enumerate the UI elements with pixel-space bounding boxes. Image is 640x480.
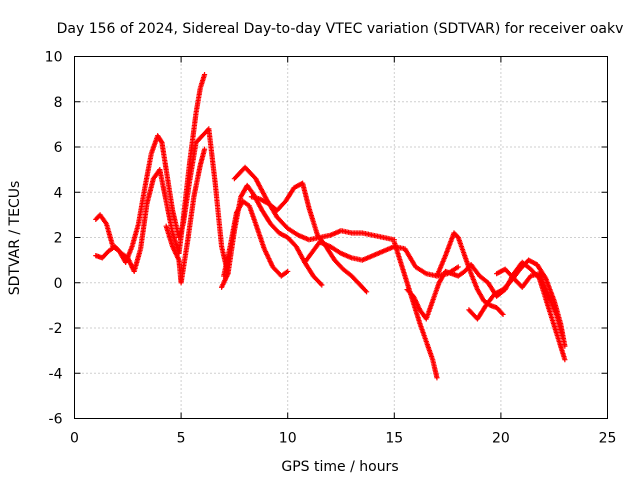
grid [74,56,608,419]
data-point [201,146,208,152]
x-tick-label: 25 [599,431,617,447]
data-point [362,288,369,294]
y-axis-label: SDTVAR / TECUs [7,181,23,296]
x-tick-label: 5 [177,431,186,447]
series-track-11 [434,230,506,318]
data-point [500,311,506,318]
data-point [562,357,568,363]
x-tick-label: 20 [492,431,510,447]
series-track-2 [93,72,208,275]
data-point [434,375,440,381]
y-tick-label: 4 [54,185,63,201]
x-tick-label: 0 [70,431,79,447]
plot-frame [74,56,608,419]
series-track-9 [391,239,440,381]
x-tick-label: 10 [279,431,297,447]
x-axis-label: GPS time / hours [281,459,398,475]
data-point [318,281,324,287]
series-track-5 [219,182,325,290]
data-point [455,264,461,270]
data-point [499,310,505,316]
data-point [454,233,460,239]
data-point [560,334,566,340]
x-tick-label: 15 [385,431,403,447]
y-tick-label: -4 [49,366,63,382]
y-tick-label: 10 [45,50,63,66]
data-point [363,289,370,295]
data-point [158,138,164,144]
y-tick-label: -2 [49,321,63,337]
data-point [201,72,208,78]
series-track-1 [93,126,231,277]
data-marks [93,72,568,381]
series-track-7 [248,180,370,295]
data-point [319,282,325,288]
data-point [285,268,291,275]
series-track-13 [494,266,566,340]
y-tick-label: -6 [49,412,63,428]
series-track-6 [231,164,397,243]
chart-title: Day 156 of 2024, Sidereal Day-to-day VTE… [57,21,624,37]
y-tick-label: 0 [54,276,63,292]
y-tick-label: 6 [54,140,63,156]
y-tick-label: 2 [54,231,63,247]
y-tick-label: 8 [54,95,63,111]
axis-ticks: 0 5 10 15 20 25 -6 -4 -2 0 2 4 6 8 10 [45,50,617,447]
data-point [562,343,568,349]
series-track-3 [163,146,208,286]
